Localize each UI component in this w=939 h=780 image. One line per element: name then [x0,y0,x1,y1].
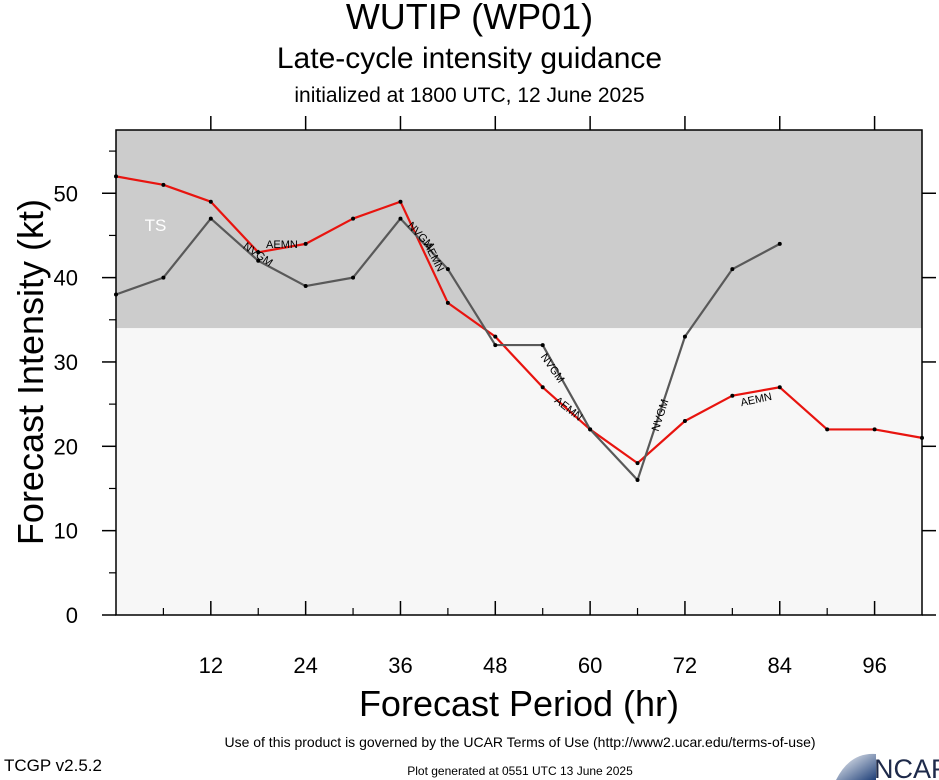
y-tick-label: 40 [54,266,78,291]
data-point-aemn [208,199,213,204]
data-point-nvgm [256,258,261,263]
version-label: TCGP v2.5.2 [4,756,102,775]
x-tick-label: 72 [673,653,697,678]
plot-frame [115,129,923,616]
data-point-aemn [493,334,498,339]
data-point-aemn [635,461,640,466]
data-point-nvgm [635,478,640,483]
intensity-band-ts [116,130,922,329]
band-label-ts: TS [145,216,167,235]
x-axis-label: Forecast Period (hr) [358,683,680,724]
chart-subtitle: Late-cycle intensity guidance [276,42,663,75]
data-point-aemn [777,385,782,390]
terms-of-use-notice: Use of this product is governed by the U… [224,734,816,750]
x-tick-label: 12 [199,653,223,678]
x-tick-label: 24 [293,653,317,678]
x-tick-label: 96 [862,653,886,678]
series-label-text-aemn: AEMN [266,239,298,251]
series-line-aemn [115,175,923,465]
data-point-aemn [730,393,735,398]
y-tick-label: 30 [54,350,78,375]
data-point-nvgm [445,267,450,272]
data-point-aemn [872,427,877,432]
svg-text:NCAR: NCAR [874,754,939,780]
data-point-nvgm [777,241,782,246]
initialization-time: initialized at 1800 UTC, 12 June 2025 [294,84,645,107]
data-point-nvgm [682,334,687,339]
data-point-nvgm [208,216,213,221]
data-point-aemn [256,250,261,255]
y-tick-label: 50 [54,181,78,206]
x-tick-label: 48 [483,653,507,678]
data-point-aemn [303,241,308,246]
data-point-nvgm [540,343,545,348]
data-point-nvgm [493,343,498,348]
data-point-nvgm [588,427,593,432]
x-tick-label: 84 [768,653,792,678]
x-tick-label: 36 [388,653,412,678]
data-point-aemn [351,216,356,221]
generated-timestamp: Plot generated at 0551 UTC 13 June 2025 [407,764,633,778]
series-label-aemn: AEMN [266,239,298,251]
x-tick-label: 60 [578,653,602,678]
y-tick-label: 20 [54,434,78,459]
y-axis-label: Forecast Intensity (kt) [10,198,51,546]
data-point-nvgm [303,284,308,289]
data-point-aemn [398,199,403,204]
data-point-nvgm [730,267,735,272]
data-point-nvgm [398,216,403,221]
data-point-aemn [682,419,687,423]
data-point-nvgm [351,275,356,280]
data-point-nvgm [161,275,166,280]
data-point-aemn [540,385,545,390]
y-tick-label: 0 [66,603,78,628]
ncar-logo-icon: NCAR [836,753,939,780]
data-point-aemn [445,300,450,305]
y-tick-label: 10 [54,519,78,544]
intensity-band-below-ts [116,328,922,615]
chart-title: WUTIP (WP01) [345,0,594,37]
data-point-aemn [825,427,830,432]
data-point-aemn [161,182,166,187]
